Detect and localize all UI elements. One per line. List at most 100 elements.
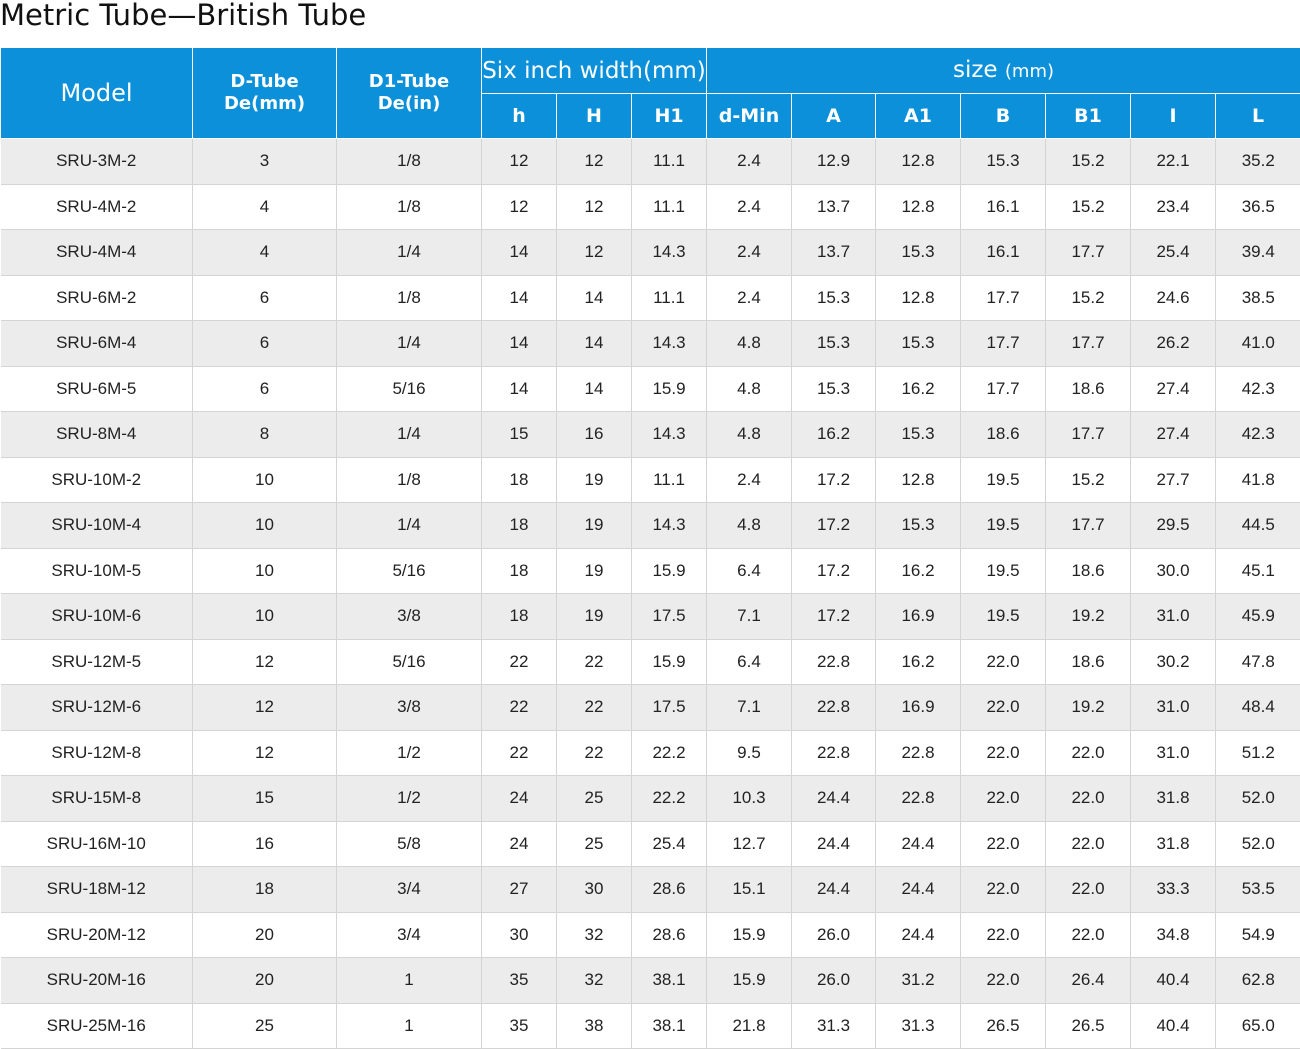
model-cell: SRU-10M-4 xyxy=(0,502,193,549)
header-col-a1: A1 xyxy=(875,93,961,139)
value-cell: 26.2 xyxy=(1130,320,1216,367)
value-cell: 18 xyxy=(481,502,557,549)
value-cell: 54.9 xyxy=(1215,912,1300,958)
value-cell: 65.0 xyxy=(1215,1003,1300,1049)
value-cell: 25.4 xyxy=(631,821,707,867)
value-cell: 14 xyxy=(481,275,557,321)
value-cell: 18 xyxy=(192,866,337,913)
value-cell: 15.3 xyxy=(875,229,961,276)
table-row: SRU-12M-5 12 5/16 22 22 15.9 6.4 22.8 16.2 22.0 18… xyxy=(0,639,1300,685)
value-cell: 6 xyxy=(192,320,337,367)
value-cell: 22 xyxy=(556,639,632,685)
value-cell: 23.4 xyxy=(1130,184,1216,230)
table-row: SRU-25M-16 25 1 35 38 38.1 21.8 31.3 31.3 26.5 26.… xyxy=(0,1003,1300,1049)
table-row: SRU-12M-8 12 1/2 22 22 22.2 9.5 22.8 22.8 22.0 22.… xyxy=(0,730,1300,776)
header-size-unit: (mm) xyxy=(1004,60,1055,82)
value-cell: 36.5 xyxy=(1215,184,1300,230)
value-cell: 22 xyxy=(481,684,557,731)
header-col-d-min: d-Min xyxy=(706,93,792,139)
model-cell: SRU-16M-10 xyxy=(0,821,193,867)
value-cell: 15 xyxy=(481,411,557,458)
value-cell: 4.8 xyxy=(706,320,792,367)
value-cell: 22.0 xyxy=(1045,775,1131,822)
value-cell: 4.8 xyxy=(706,366,792,412)
model-cell: SRU-15M-8 xyxy=(0,775,193,822)
value-cell: 41.0 xyxy=(1215,320,1300,367)
value-cell: 45.1 xyxy=(1215,548,1300,594)
value-cell: 22.8 xyxy=(875,775,961,822)
value-cell: 13.7 xyxy=(791,184,876,230)
value-cell: 13.7 xyxy=(791,229,876,276)
value-cell: 14.3 xyxy=(631,229,707,276)
value-cell: 39.4 xyxy=(1215,229,1300,276)
value-cell: 24.4 xyxy=(791,821,876,867)
value-cell: 16.1 xyxy=(960,184,1046,230)
value-cell: 16.2 xyxy=(791,411,876,458)
header-col-h: H xyxy=(556,93,632,139)
value-cell: 22.0 xyxy=(960,775,1046,822)
value-cell: 6 xyxy=(192,366,337,412)
value-cell: 8 xyxy=(192,411,337,458)
value-cell: 14.3 xyxy=(631,320,707,367)
value-cell: 18.6 xyxy=(960,411,1046,458)
value-cell: 1/4 xyxy=(336,411,482,458)
value-cell: 22.1 xyxy=(1130,138,1216,185)
value-cell: 9.5 xyxy=(706,730,792,776)
value-cell: 27.7 xyxy=(1130,457,1216,503)
value-cell: 24.4 xyxy=(875,821,961,867)
value-cell: 19.5 xyxy=(960,593,1046,640)
value-cell: 1/8 xyxy=(336,275,482,321)
value-cell: 6.4 xyxy=(706,548,792,594)
value-cell: 12.8 xyxy=(875,184,961,230)
value-cell: 14 xyxy=(556,366,632,412)
value-cell: 35.2 xyxy=(1215,138,1300,185)
value-cell: 15.3 xyxy=(960,138,1046,185)
model-cell: SRU-12M-5 xyxy=(0,639,193,685)
header-d1-tube-line1: D1-Tube xyxy=(368,71,450,92)
value-cell: 32 xyxy=(556,957,632,1004)
value-cell: 22.8 xyxy=(791,730,876,776)
model-cell: SRU-4M-4 xyxy=(0,229,193,276)
value-cell: 1/2 xyxy=(336,730,482,776)
value-cell: 15.2 xyxy=(1045,457,1131,503)
value-cell: 40.4 xyxy=(1130,957,1216,1004)
value-cell: 17.7 xyxy=(1045,320,1131,367)
value-cell: 16 xyxy=(556,411,632,458)
value-cell: 4 xyxy=(192,229,337,276)
value-cell: 38.5 xyxy=(1215,275,1300,321)
value-cell: 15.3 xyxy=(791,320,876,367)
value-cell: 22.0 xyxy=(960,639,1046,685)
value-cell: 15.2 xyxy=(1045,184,1131,230)
value-cell: 12 xyxy=(556,138,632,185)
header-col-h1: H1 xyxy=(631,93,707,139)
value-cell: 31.0 xyxy=(1130,730,1216,776)
value-cell: 22 xyxy=(556,684,632,731)
table-row: SRU-20M-16 20 1 35 32 38.1 15.9 26.0 31.2 22.0 26.… xyxy=(0,957,1300,1004)
value-cell: 19.5 xyxy=(960,502,1046,549)
value-cell: 4 xyxy=(192,184,337,230)
value-cell: 30.0 xyxy=(1130,548,1216,594)
value-cell: 18 xyxy=(481,548,557,594)
value-cell: 16.2 xyxy=(875,548,961,594)
table-row: SRU-8M-4 8 1/4 15 16 14.3 4.8 16.2 15.3 18.6 17.7 2… xyxy=(0,411,1300,458)
value-cell: 17.7 xyxy=(960,320,1046,367)
value-cell: 16.9 xyxy=(875,684,961,731)
value-cell: 3/8 xyxy=(336,684,482,731)
value-cell: 26.0 xyxy=(791,912,876,958)
value-cell: 35 xyxy=(481,1003,557,1049)
value-cell: 15.9 xyxy=(706,912,792,958)
model-cell: SRU-3M-2 xyxy=(0,138,193,185)
value-cell: 19.5 xyxy=(960,548,1046,594)
value-cell: 24.6 xyxy=(1130,275,1216,321)
value-cell: 12 xyxy=(481,138,557,185)
value-cell: 27 xyxy=(481,866,557,913)
value-cell: 22.2 xyxy=(631,775,707,822)
value-cell: 22 xyxy=(556,730,632,776)
value-cell: 24.4 xyxy=(791,775,876,822)
value-cell: 1/8 xyxy=(336,184,482,230)
value-cell: 12.7 xyxy=(706,821,792,867)
value-cell: 19.2 xyxy=(1045,684,1131,731)
value-cell: 14 xyxy=(556,275,632,321)
table-row: SRU-20M-12 20 3/4 30 32 28.6 15.9 26.0 24.4 22.0 2… xyxy=(0,912,1300,958)
value-cell: 1 xyxy=(336,957,482,1004)
